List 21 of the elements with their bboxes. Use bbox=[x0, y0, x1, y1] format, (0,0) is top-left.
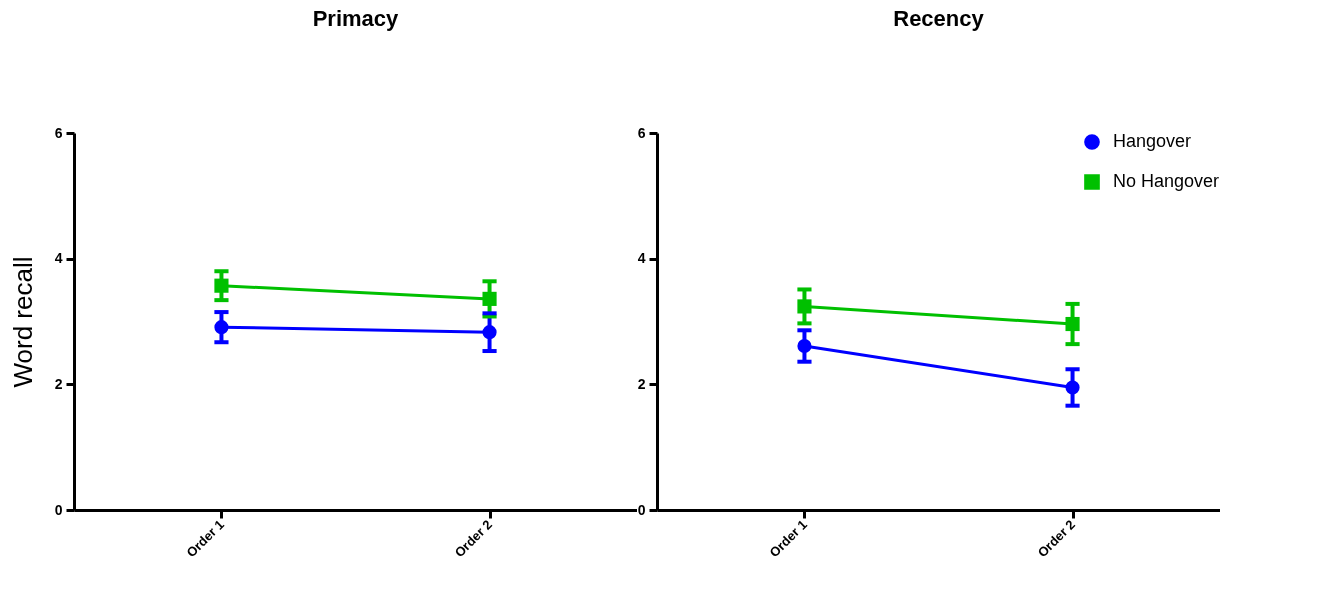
legend-label: Hangover bbox=[1113, 131, 1192, 151]
y-tick-label: 0 bbox=[637, 501, 646, 518]
point bbox=[797, 338, 812, 354]
y-tick-label: 2 bbox=[54, 375, 63, 392]
y-axis-title: Word recall bbox=[7, 256, 38, 388]
chart-title: Primacy bbox=[312, 6, 400, 31]
point bbox=[214, 320, 229, 335]
point bbox=[482, 291, 497, 306]
point bbox=[1065, 316, 1080, 332]
legend-label: No Hangover bbox=[1113, 171, 1220, 191]
y-tick-label: 4 bbox=[637, 250, 646, 267]
point bbox=[214, 278, 229, 293]
y-tick-label: 6 bbox=[54, 124, 63, 141]
point bbox=[482, 325, 497, 340]
y-tick-label: 2 bbox=[637, 375, 646, 392]
point bbox=[1065, 380, 1080, 395]
chart-title: Recency bbox=[893, 6, 985, 31]
y-tick-label: 6 bbox=[637, 124, 646, 141]
point bbox=[797, 299, 812, 314]
y-tick-label: 4 bbox=[54, 250, 63, 267]
y-tick-label: 0 bbox=[54, 501, 63, 518]
